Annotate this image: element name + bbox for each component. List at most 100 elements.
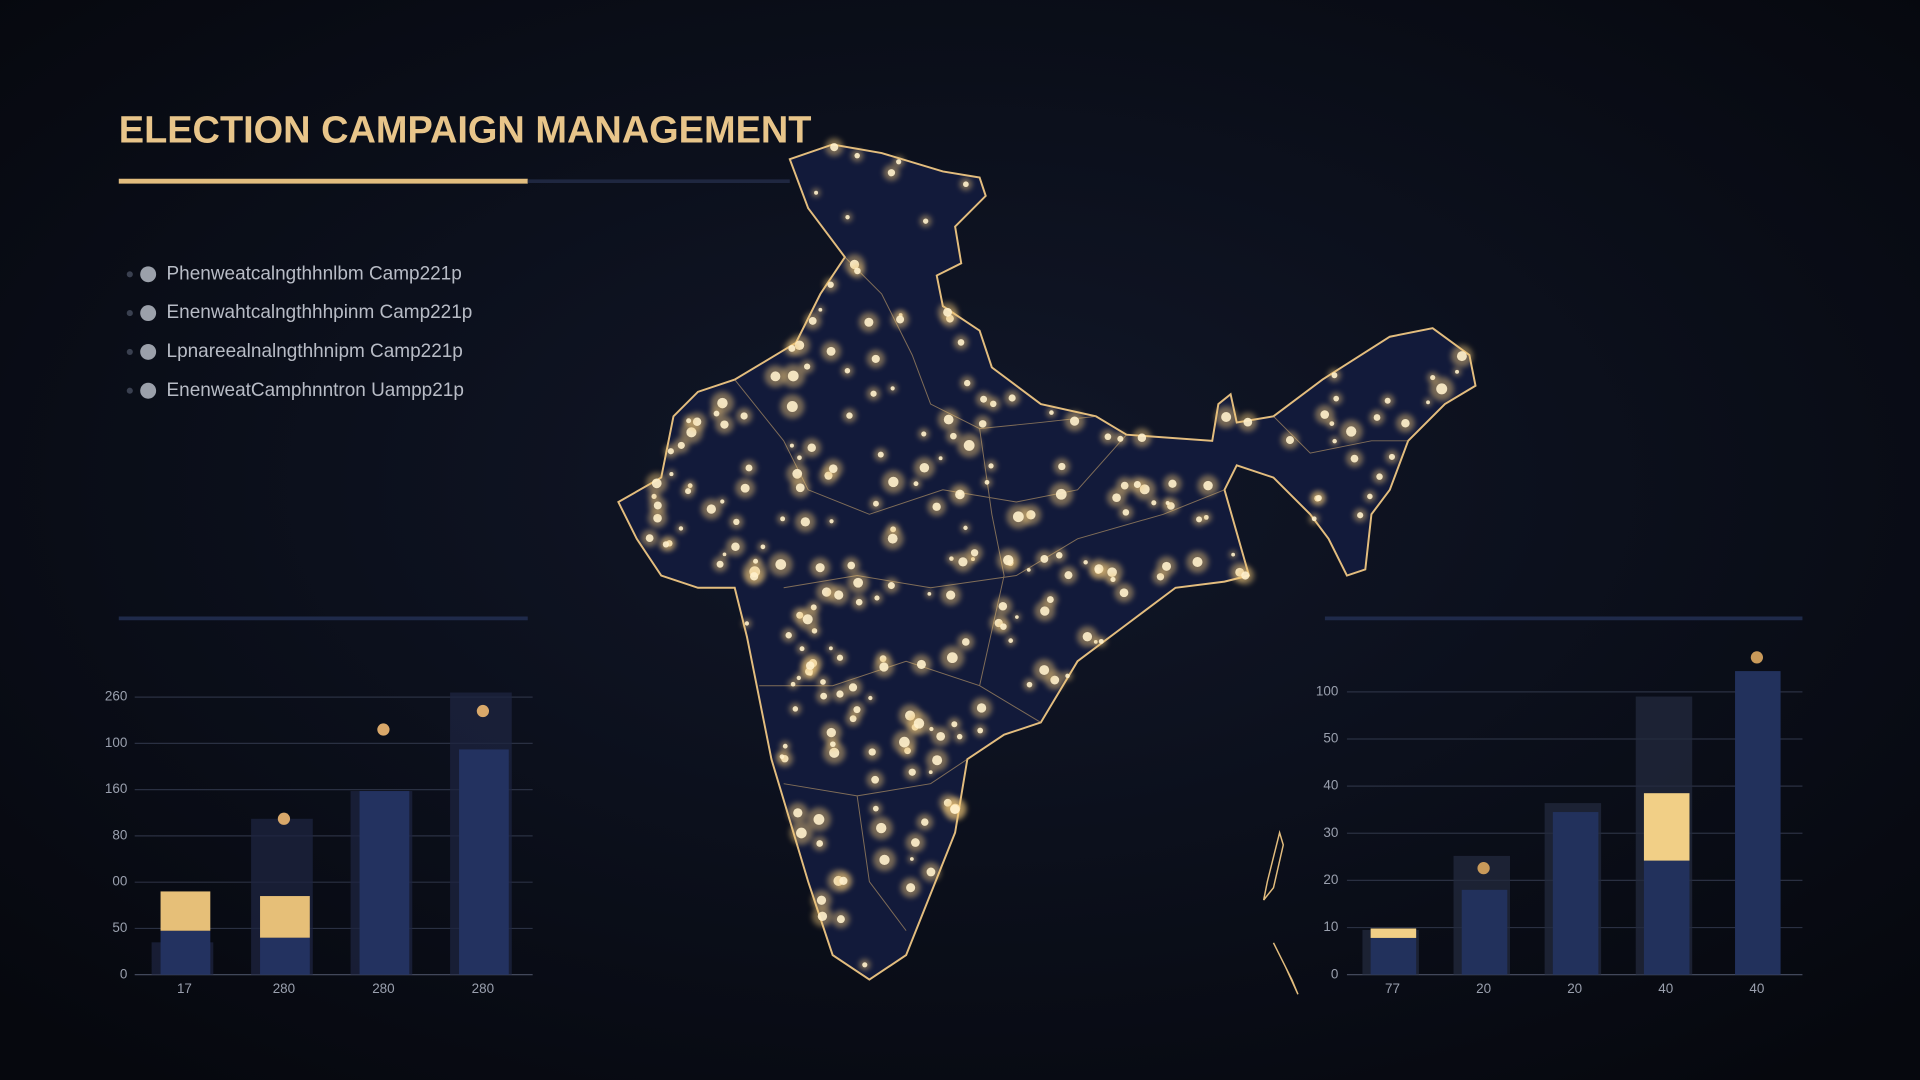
bullet-text: Lpnareealnalngthhnipm Camp221p xyxy=(167,341,463,362)
glow-dot xyxy=(963,525,968,531)
y-tick-label: 10 xyxy=(1323,919,1338,934)
bar-segment xyxy=(1643,793,1690,861)
glow-dot xyxy=(970,549,979,557)
glow-dot xyxy=(855,598,863,606)
glow-dot xyxy=(874,595,880,601)
glow-dot xyxy=(808,316,817,325)
x-tick-label: 20 xyxy=(1567,981,1582,996)
y-tick-label: 100 xyxy=(1316,683,1338,698)
glow-dot xyxy=(678,526,684,531)
glow-dot xyxy=(827,281,834,288)
glow-dot xyxy=(814,190,819,195)
bar xyxy=(1735,671,1781,975)
glow-dot xyxy=(911,838,920,847)
glow-dot xyxy=(720,499,725,504)
glow-dot xyxy=(1026,681,1033,688)
glow-dot xyxy=(890,386,895,391)
glow-dot xyxy=(717,397,728,409)
glow-dot xyxy=(932,755,943,766)
glow-dot xyxy=(847,561,856,570)
glow-dot xyxy=(896,315,905,324)
bar xyxy=(359,791,410,975)
bar xyxy=(1552,812,1599,975)
marker-dot xyxy=(476,704,490,718)
marker-dot xyxy=(377,723,390,736)
glow-dot xyxy=(653,501,662,510)
bullet-dot xyxy=(140,266,157,283)
x-tick-label: 40 xyxy=(1749,981,1764,996)
glow-dot xyxy=(1151,500,1157,506)
glow-dot xyxy=(740,412,748,420)
glow-dot xyxy=(854,267,861,275)
glow-dot xyxy=(1012,511,1024,523)
glow-dot xyxy=(1000,623,1007,630)
glow-dot xyxy=(862,962,868,968)
glow-dot xyxy=(1110,576,1116,583)
glow-dot xyxy=(1384,397,1391,404)
x-tick-label: 77 xyxy=(1385,981,1400,996)
glow-dot xyxy=(836,690,844,698)
glow-dot xyxy=(1137,433,1147,442)
glow-dot xyxy=(828,464,838,473)
glow-dot xyxy=(793,808,803,818)
glow-dot xyxy=(706,504,716,514)
state-borders xyxy=(734,256,1409,931)
glow-dot xyxy=(1241,571,1250,580)
glow-dot xyxy=(749,572,759,581)
bullet-list: Phenweatcalngthhnlbm Camp221p Enenwahtcal… xyxy=(126,263,472,401)
glow-dot xyxy=(1049,410,1054,415)
glow-dot xyxy=(667,448,674,455)
bullet-dot-dim xyxy=(126,348,133,355)
glow-dot xyxy=(1112,493,1121,503)
glow-dot xyxy=(977,727,984,734)
glow-dot xyxy=(955,489,965,500)
glow-dot xyxy=(921,818,929,826)
bullet-dot-dim xyxy=(126,387,133,394)
glow-dot xyxy=(928,770,933,775)
x-tick-label: 40 xyxy=(1658,981,1673,996)
glow-dot xyxy=(1026,567,1031,572)
glow-dot xyxy=(1373,414,1381,421)
glow-dot xyxy=(722,552,727,557)
glow-dot xyxy=(1082,632,1093,642)
glow-dot xyxy=(662,541,670,548)
marker-dot xyxy=(277,812,291,825)
glow-dot xyxy=(1083,560,1088,565)
glow-dot xyxy=(929,726,934,732)
glow-dot xyxy=(787,370,799,382)
glow-dot xyxy=(1094,564,1104,574)
y-tick-label: 50 xyxy=(1323,731,1338,746)
glow-dot xyxy=(1055,552,1063,559)
glow-dot xyxy=(1192,556,1203,568)
glow-dot xyxy=(988,463,994,469)
glow-dot xyxy=(1050,675,1060,685)
glow-dot xyxy=(887,169,896,177)
y-tick-label: 00 xyxy=(112,874,127,889)
bar xyxy=(160,930,211,975)
glow-dot xyxy=(716,560,724,568)
glow-dot xyxy=(779,754,785,759)
glow-dot xyxy=(651,478,662,489)
glow-dot xyxy=(943,414,954,425)
glow-dot xyxy=(653,513,662,523)
glow-dot xyxy=(745,464,753,472)
bar-segment xyxy=(260,896,310,938)
glow-dot xyxy=(978,420,987,428)
y-tick-label: 40 xyxy=(1323,778,1338,793)
glow-dot xyxy=(1333,395,1340,402)
bar xyxy=(459,749,509,975)
glow-dot xyxy=(770,371,781,382)
bar xyxy=(1643,860,1690,975)
glow-dot xyxy=(796,827,807,839)
glow-dot xyxy=(1046,596,1054,603)
glow-dot xyxy=(1456,351,1467,362)
glow-dot xyxy=(1039,665,1050,676)
glow-dot xyxy=(1064,571,1073,580)
glow-dot xyxy=(1331,372,1338,379)
glow-dot xyxy=(813,814,825,825)
glow-dot xyxy=(1367,493,1373,500)
glow-dot xyxy=(820,692,828,700)
glow-dot xyxy=(1203,480,1213,491)
glow-dot xyxy=(963,181,969,188)
